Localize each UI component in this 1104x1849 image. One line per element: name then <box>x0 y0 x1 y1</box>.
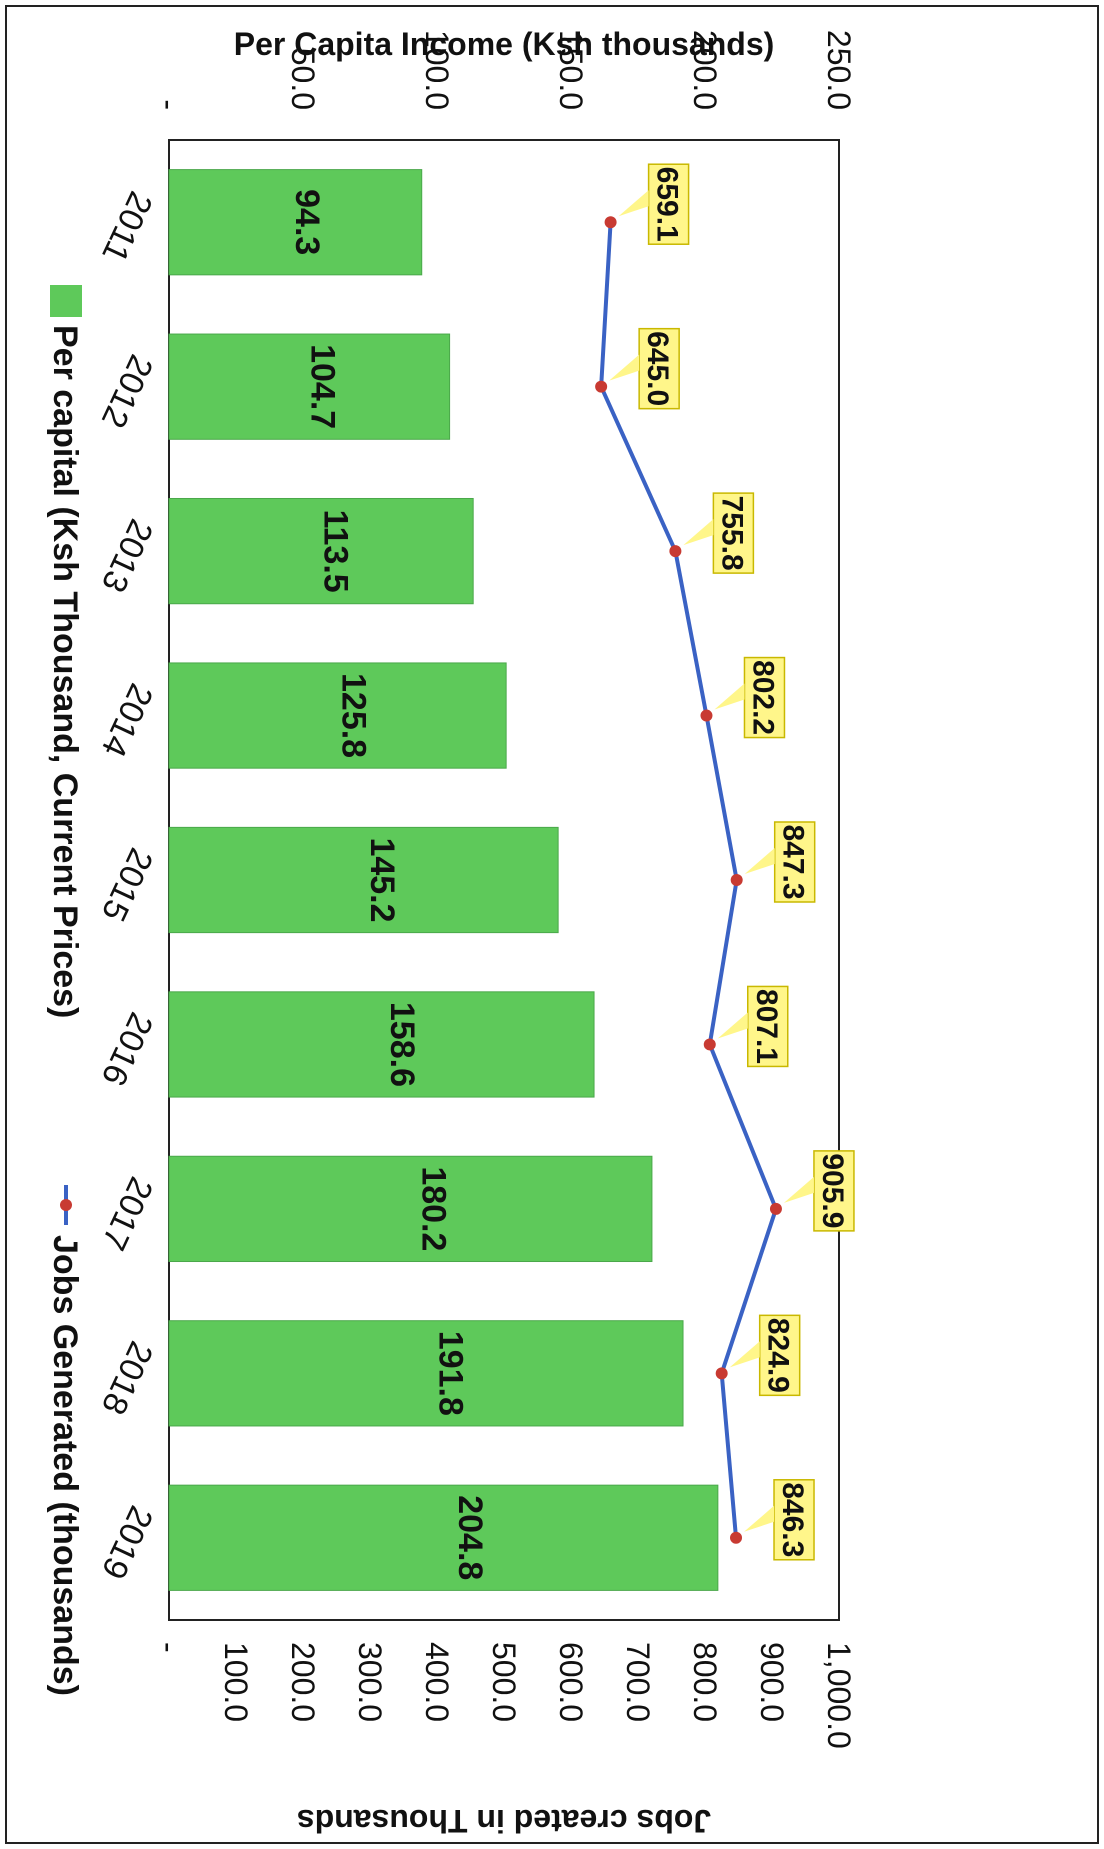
y-tick-label: 250.0 <box>821 30 857 110</box>
bar <box>168 1155 653 1263</box>
y-tick-label: 100.0 <box>419 30 455 110</box>
line-value-label: 645.0 <box>641 331 674 406</box>
legend-bar-swatch <box>50 285 82 317</box>
bar <box>168 497 474 605</box>
y2-tick-label: 1,000.0 <box>821 1642 857 1749</box>
line-value-label: 905.9 <box>816 1153 849 1228</box>
y-tick-label: 150.0 <box>553 30 589 110</box>
line-point <box>703 1038 716 1051</box>
bar-value-label: 204.8 <box>451 1495 489 1580</box>
line-value-label: 802.2 <box>746 660 779 735</box>
bar-value-label: 180.2 <box>415 1166 453 1251</box>
line-value-label: 846.3 <box>776 1482 809 1557</box>
y2-tick-label: 700.0 <box>620 1642 656 1722</box>
y2-tick-label: 100.0 <box>218 1642 254 1722</box>
bar <box>168 1320 684 1427</box>
bar <box>168 1484 719 1591</box>
line-value-label: 755.8 <box>715 496 748 571</box>
y2-tick-label: 800.0 <box>687 1642 723 1722</box>
y-tick-label: - <box>151 99 187 110</box>
bar-value-label: 158.6 <box>383 1002 421 1087</box>
bar <box>168 826 559 934</box>
y2-tick-label: 200.0 <box>285 1642 321 1722</box>
y2-tick-label: 400.0 <box>419 1642 455 1722</box>
point-label-box <box>638 327 680 410</box>
bar-value-label: 125.8 <box>334 673 372 758</box>
bar-value-label: 145.2 <box>363 837 401 922</box>
point-label-pointer <box>609 354 640 381</box>
bar-value-label: 104.7 <box>303 344 341 429</box>
bar <box>168 169 423 276</box>
line-point <box>769 1202 782 1215</box>
legend-line-marker <box>60 1199 72 1211</box>
point-label-pointer <box>744 1505 775 1532</box>
y2-tick-label: 500.0 <box>486 1642 522 1722</box>
legend-line-label: Jobs Generated (thousands) <box>46 1235 84 1696</box>
line-value-label: 659.1 <box>651 167 684 242</box>
line-value-label: 807.1 <box>750 989 783 1064</box>
y-tick-label: 200.0 <box>687 30 723 110</box>
point-label-box <box>773 821 816 903</box>
line-point <box>730 874 743 886</box>
point-label-pointer <box>744 848 775 874</box>
line-point <box>604 216 617 229</box>
line-point <box>700 709 713 722</box>
point-label-pointer <box>618 190 649 217</box>
y2-tick-label: 900.0 <box>754 1642 790 1722</box>
bar <box>168 662 507 769</box>
y2-tick-label: 600.0 <box>553 1642 589 1722</box>
point-label-pointer <box>683 519 714 546</box>
point-label-pointer <box>783 1176 814 1203</box>
bar-value-label: 113.5 <box>316 510 354 593</box>
y2-tick-label: - <box>151 1642 187 1653</box>
y2-tick-label: 300.0 <box>352 1642 388 1722</box>
line-value-label: 824.9 <box>762 1318 795 1393</box>
legend-bar-label: Per capital (Ksh Thousand, Current Price… <box>46 325 84 1018</box>
point-label-pointer <box>714 683 745 710</box>
line-point <box>730 1531 743 1544</box>
y-tick-label: 50.0 <box>285 48 321 110</box>
legend: Per capital (Ksh Thousand, Current Price… <box>46 285 84 1696</box>
bar-value-label: 94.3 <box>288 189 326 255</box>
line-value-label: 847.3 <box>777 824 810 899</box>
bar <box>168 333 451 440</box>
line-point <box>669 545 682 558</box>
bar-value-label: 191.8 <box>432 1331 470 1416</box>
y-axis-title: Per Capita Income (Ksh thousands) <box>234 26 775 62</box>
bar <box>168 991 595 1098</box>
line-point <box>595 380 608 393</box>
y2-axis-title: Jobs created in Thousands <box>297 1803 711 1839</box>
line-point <box>715 1367 728 1380</box>
